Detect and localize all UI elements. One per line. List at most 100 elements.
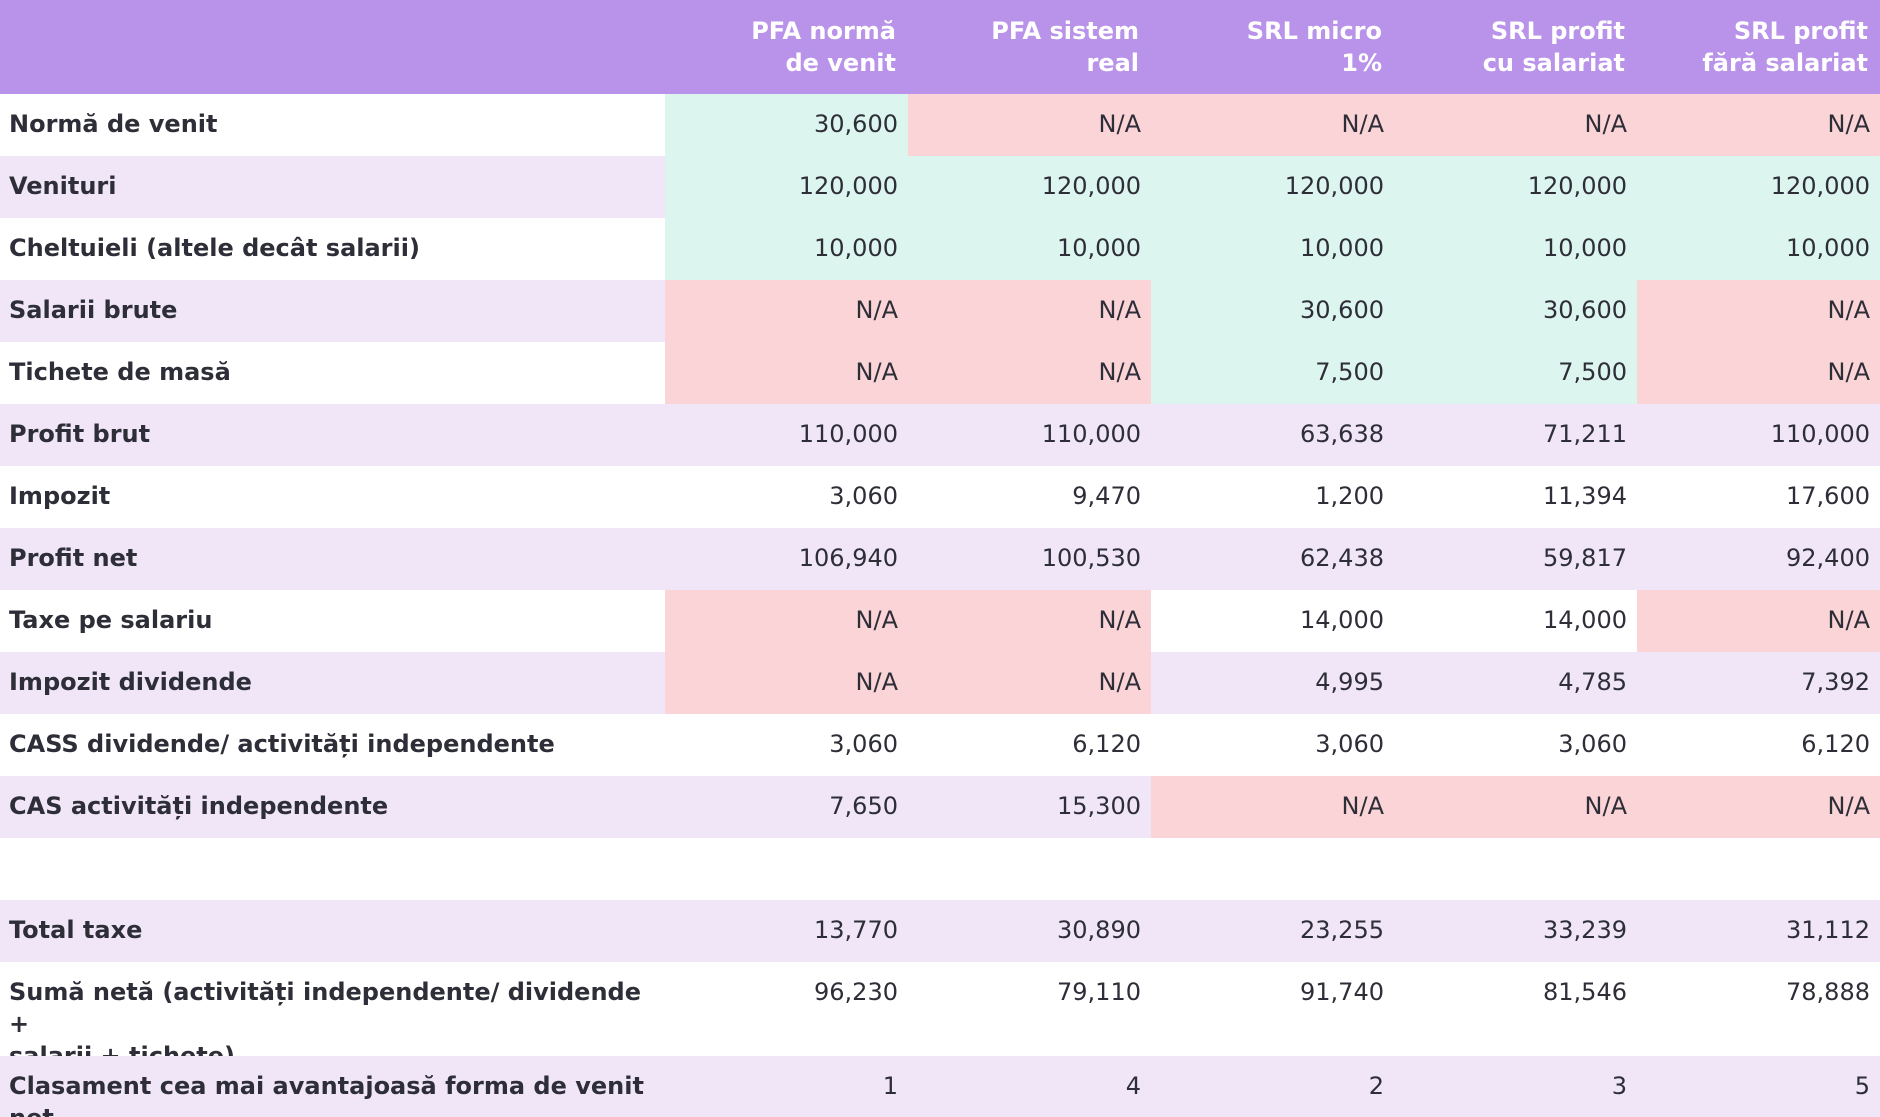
table-cell-srl-profit-cu-salariat: 81,546 [1394,962,1637,1056]
table-cell-srl-profit-cu-salariat: 7,500 [1394,342,1637,404]
table-cell-srl-profit-fara-salariat: 120,000 [1637,156,1880,218]
table-cell-pfa-norma-venit: 96,230 [665,962,908,1056]
table-cell-srl-profit-fara-salariat: 6,120 [1637,714,1880,776]
table-cell-srl-profit-fara-salariat: N/A [1637,776,1880,838]
header-srl-profit-cu-salariat: SRL profit cu salariat [1394,0,1637,94]
row-label: Total taxe [0,900,665,962]
header-srl-profit-fara-salariat: SRL profit fără salariat [1637,0,1880,94]
table-cell-srl-profit-cu-salariat: 71,211 [1394,404,1637,466]
row-label: Salarii brute [0,280,665,342]
table-cell-srl-profit-cu-salariat: 33,239 [1394,900,1637,962]
table-cell-srl-micro-1: 4,995 [1151,652,1394,714]
table-cell-pfa-sistem-real: 100,530 [908,528,1151,590]
row-label: Taxe pe salariu [0,590,665,652]
row-label: Normă de venit [0,94,665,156]
table-cell-srl-profit-fara-salariat: 92,400 [1637,528,1880,590]
header-pfa-sistem-real: PFA sistem real [908,0,1151,94]
table-cell-pfa-norma-venit: 120,000 [665,156,908,218]
table-cell-pfa-norma-venit: 13,770 [665,900,908,962]
table-cell-pfa-sistem-real [908,838,1151,900]
table-cell-pfa-sistem-real: N/A [908,94,1151,156]
header-row-label [0,0,665,94]
table-cell-pfa-sistem-real: 9,470 [908,466,1151,528]
row-label: Cheltuieli (altele decât salarii) [0,218,665,280]
table-cell-pfa-norma-venit: 3,060 [665,714,908,776]
table-cell-srl-micro-1: 2 [1151,1056,1394,1117]
table-cell-srl-profit-cu-salariat: 59,817 [1394,528,1637,590]
table-cell-pfa-norma-venit: 106,940 [665,528,908,590]
table-cell-srl-profit-cu-salariat: 120,000 [1394,156,1637,218]
table-cell-srl-micro-1: N/A [1151,94,1394,156]
table-cell-srl-profit-cu-salariat: N/A [1394,94,1637,156]
table-cell-srl-micro-1: 23,255 [1151,900,1394,962]
table-cell-pfa-sistem-real: 4 [908,1056,1151,1117]
table-cell-pfa-sistem-real: 15,300 [908,776,1151,838]
table-cell-srl-micro-1: 62,438 [1151,528,1394,590]
header-srl-micro-1: SRL micro 1% [1151,0,1394,94]
table-cell-srl-profit-fara-salariat [1637,838,1880,900]
table-cell-srl-profit-fara-salariat: N/A [1637,590,1880,652]
table-cell-srl-profit-cu-salariat: N/A [1394,776,1637,838]
table-cell-pfa-sistem-real: 30,890 [908,900,1151,962]
table-cell-srl-micro-1: 1,200 [1151,466,1394,528]
table-cell-srl-profit-fara-salariat: 31,112 [1637,900,1880,962]
table-cell-srl-micro-1 [1151,838,1394,900]
table-cell-srl-micro-1: 120,000 [1151,156,1394,218]
table-cell-pfa-norma-venit: 7,650 [665,776,908,838]
row-label: CASS dividende/ activități independente [0,714,665,776]
table-cell-srl-profit-fara-salariat: N/A [1637,280,1880,342]
table-cell-pfa-sistem-real: N/A [908,342,1151,404]
table-cell-srl-profit-fara-salariat: 5 [1637,1056,1880,1117]
row-label: Impozit dividende [0,652,665,714]
table-cell-srl-profit-cu-salariat: 11,394 [1394,466,1637,528]
table-cell-pfa-norma-venit: 1 [665,1056,908,1117]
table-cell-srl-micro-1: 14,000 [1151,590,1394,652]
table-cell-pfa-norma-venit: N/A [665,590,908,652]
table-cell-pfa-sistem-real: 120,000 [908,156,1151,218]
table-cell-pfa-sistem-real: N/A [908,652,1151,714]
table-cell-srl-profit-cu-salariat: 4,785 [1394,652,1637,714]
row-label: Impozit [0,466,665,528]
row-label: Tichete de masă [0,342,665,404]
table-cell-srl-profit-fara-salariat: 17,600 [1637,466,1880,528]
table-cell-srl-profit-cu-salariat: 30,600 [1394,280,1637,342]
table-cell-srl-micro-1: N/A [1151,776,1394,838]
table-cell-pfa-norma-venit: 30,600 [665,94,908,156]
table-cell-srl-profit-fara-salariat: 110,000 [1637,404,1880,466]
table-cell-pfa-norma-venit: 3,060 [665,466,908,528]
header-pfa-norma-venit: PFA normă de venit [665,0,908,94]
table-cell-pfa-norma-venit: 10,000 [665,218,908,280]
table-cell-srl-profit-fara-salariat: 78,888 [1637,962,1880,1056]
table-cell-pfa-sistem-real: 79,110 [908,962,1151,1056]
table-cell-srl-profit-fara-salariat: N/A [1637,342,1880,404]
row-label: Venituri [0,156,665,218]
table-cell-pfa-sistem-real: 10,000 [908,218,1151,280]
table-cell-srl-profit-cu-salariat: 14,000 [1394,590,1637,652]
row-label: Profit brut [0,404,665,466]
table-cell-srl-profit-cu-salariat: 3,060 [1394,714,1637,776]
table-cell-pfa-norma-venit: N/A [665,280,908,342]
table-cell-srl-micro-1: 3,060 [1151,714,1394,776]
table-cell-srl-micro-1: 10,000 [1151,218,1394,280]
row-label [0,838,665,900]
table-cell-srl-profit-fara-salariat: 7,392 [1637,652,1880,714]
row-label: Profit net [0,528,665,590]
table-cell-srl-micro-1: 91,740 [1151,962,1394,1056]
table-cell-pfa-sistem-real: N/A [908,280,1151,342]
table-cell-pfa-norma-venit: 110,000 [665,404,908,466]
table-cell-pfa-sistem-real: 6,120 [908,714,1151,776]
table-cell-pfa-sistem-real: N/A [908,590,1151,652]
row-label: CAS activități independente [0,776,665,838]
table-cell-srl-micro-1: 30,600 [1151,280,1394,342]
table-cell-srl-micro-1: 7,500 [1151,342,1394,404]
table-cell-srl-micro-1: 63,638 [1151,404,1394,466]
table-cell-srl-profit-cu-salariat [1394,838,1637,900]
table-cell-pfa-norma-venit [665,838,908,900]
table-cell-srl-profit-cu-salariat: 10,000 [1394,218,1637,280]
row-label: Sumă netă (activități independente/ divi… [0,962,665,1070]
table-cell-srl-profit-cu-salariat: 3 [1394,1056,1637,1117]
table-cell-srl-profit-fara-salariat: N/A [1637,94,1880,156]
table-cell-pfa-norma-venit: N/A [665,342,908,404]
table-cell-pfa-norma-venit: N/A [665,652,908,714]
